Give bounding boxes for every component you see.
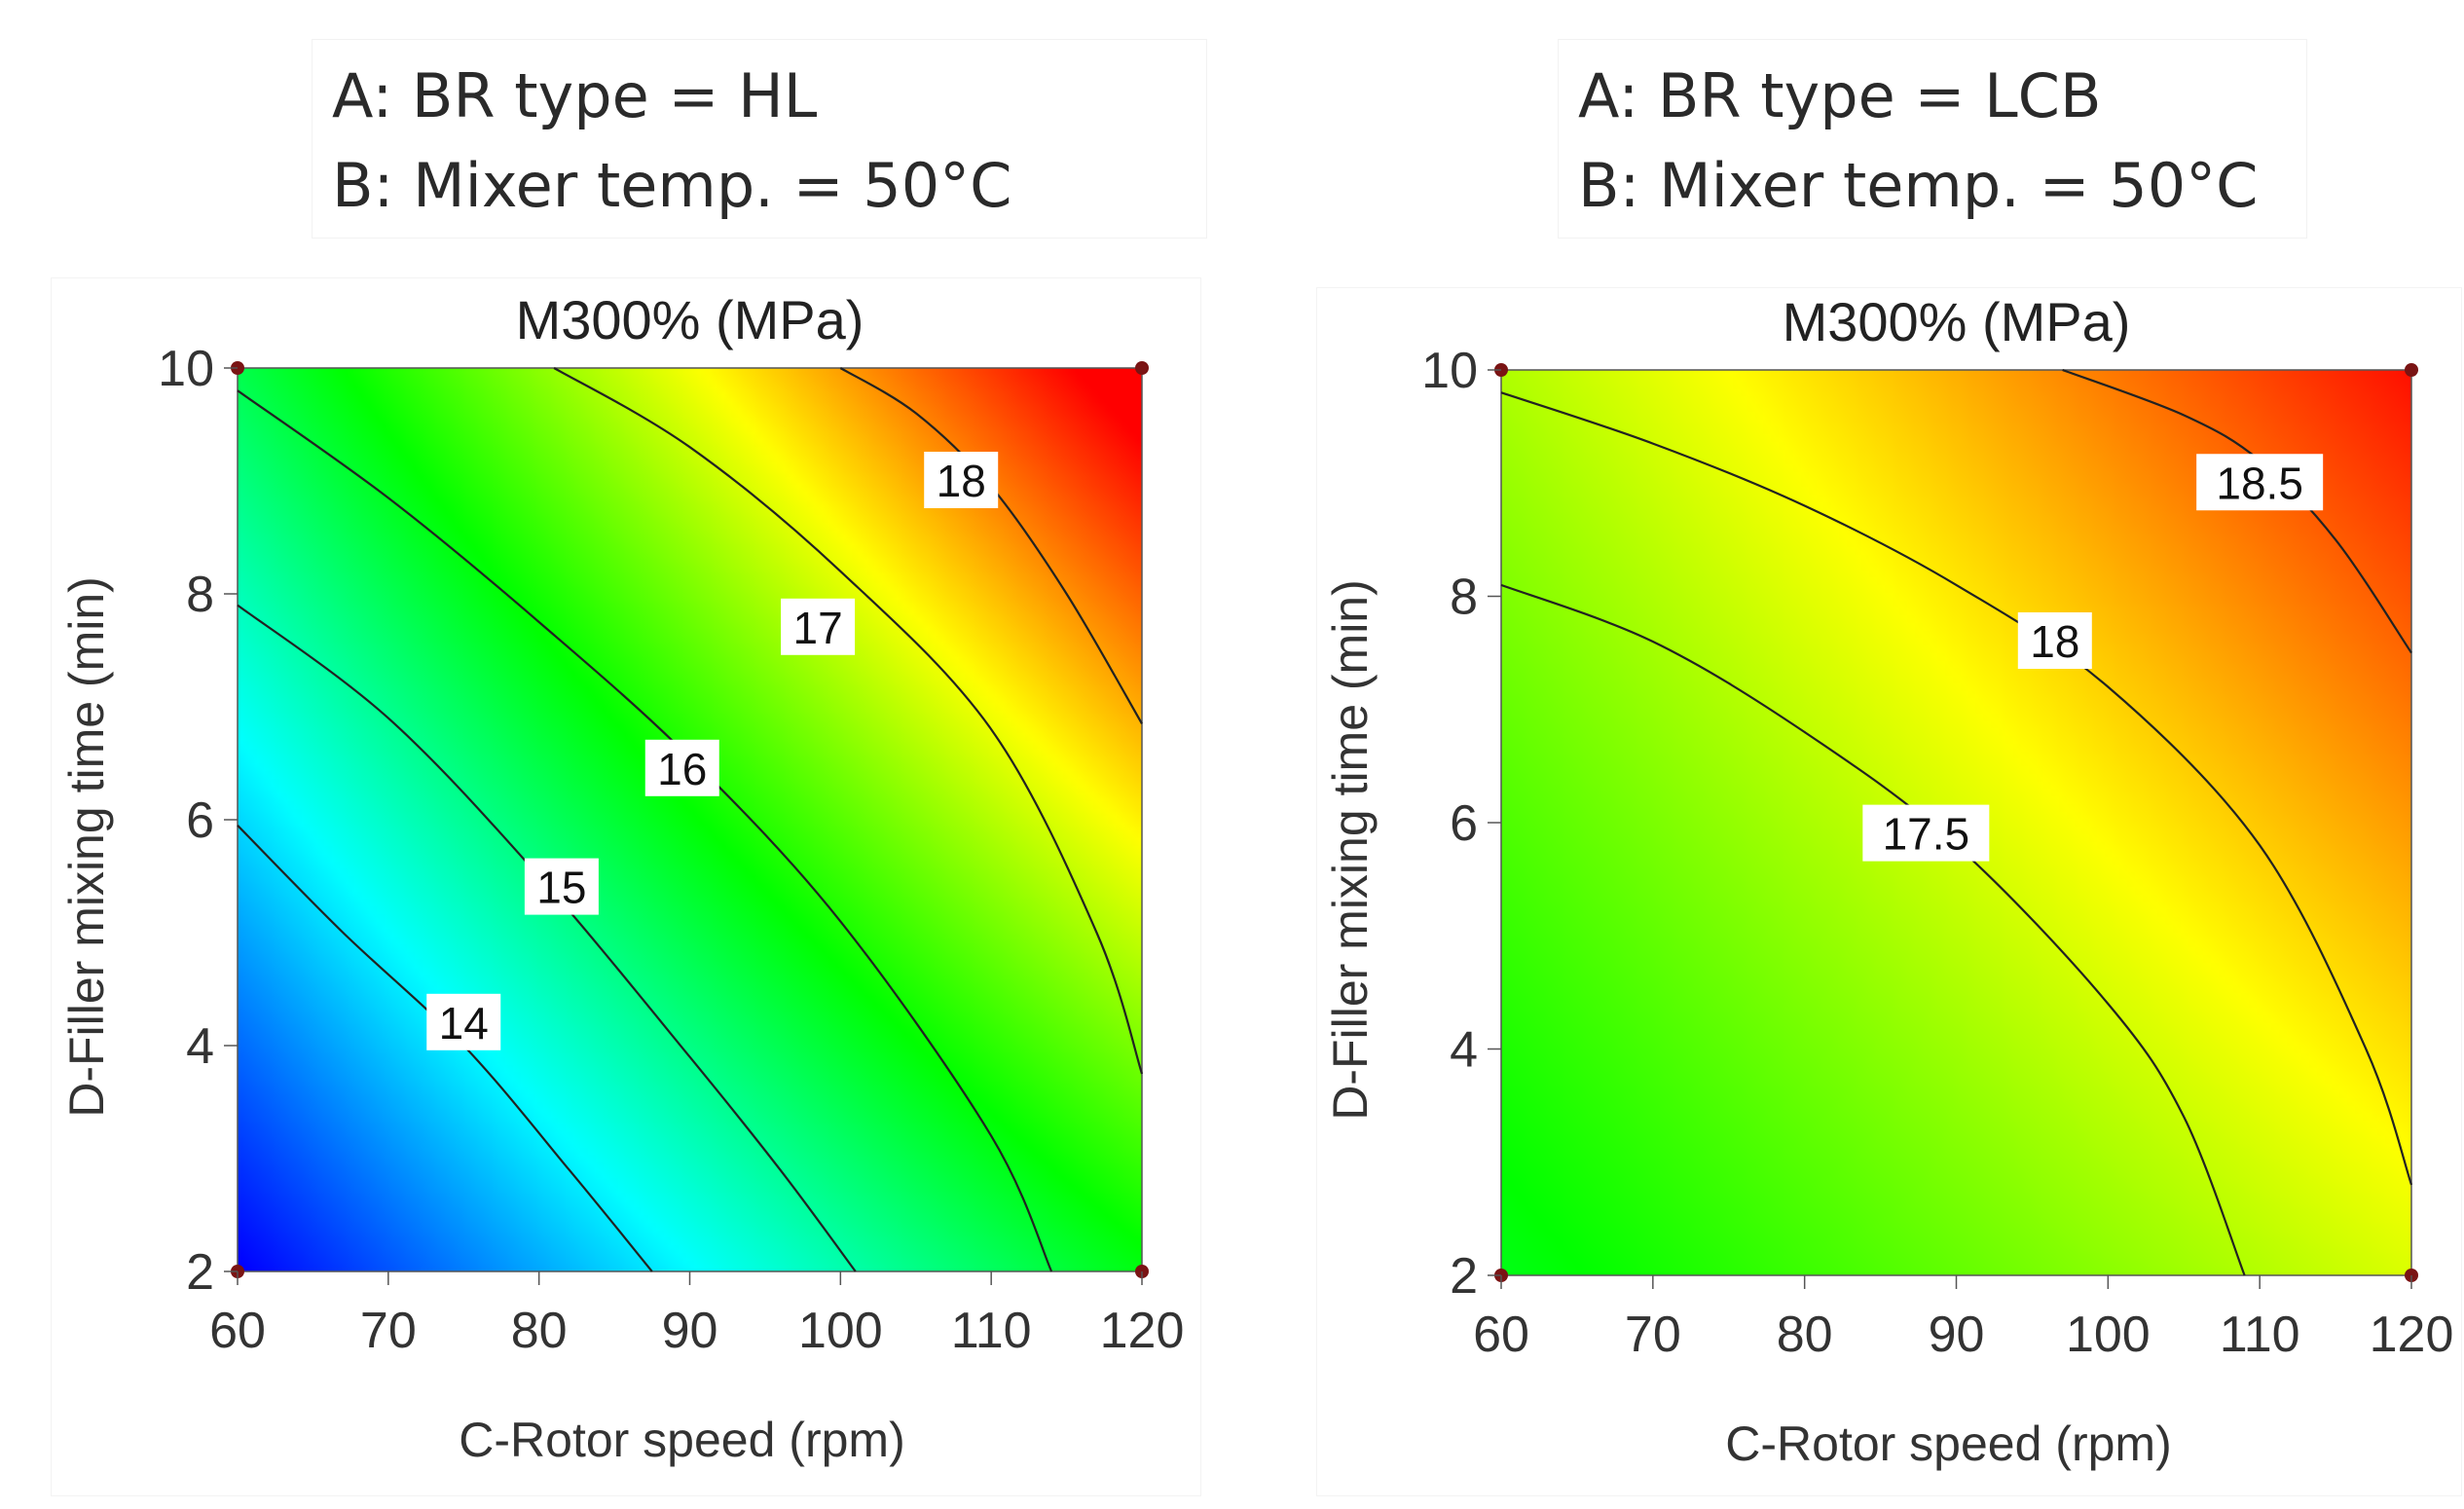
contour-label-17.5: 17.5 — [1862, 804, 1990, 862]
contour-line-15 — [237, 604, 857, 1272]
y-tick-label: 2 — [1450, 1248, 1478, 1305]
x-tick-label: 100 — [2066, 1307, 2151, 1363]
contour-label-box — [1862, 804, 1990, 862]
x-tick-label: 110 — [951, 1303, 1032, 1359]
y-tick-label: 10 — [158, 341, 214, 397]
condition-line-a: A: BR type = HL — [332, 60, 818, 131]
x-tick-label: 70 — [360, 1303, 417, 1359]
y-tick-label: 8 — [1450, 570, 1478, 626]
contour-label-box — [781, 598, 856, 655]
x-tick-label: 120 — [1100, 1303, 1185, 1359]
x-tick-label: 60 — [209, 1303, 266, 1359]
x-tick-label: 80 — [1777, 1307, 1833, 1363]
contour-label-box — [426, 993, 501, 1050]
x-tick-label: 100 — [798, 1303, 883, 1359]
y-tick-label: 8 — [186, 567, 214, 623]
contour-line-17 — [553, 367, 1144, 1075]
x-tick-label: 80 — [511, 1303, 568, 1359]
chart-title: M300% (MPa) — [1783, 291, 2131, 352]
x-tick-label: 90 — [1929, 1307, 1985, 1363]
contour-label-text: 18 — [2030, 616, 2079, 667]
contour-label-box — [924, 452, 999, 508]
condition-line-a: A: BR type = LCB — [1578, 60, 2102, 131]
contour-label-box — [524, 858, 599, 915]
chart-title: M300% (MPa) — [516, 289, 864, 350]
x-tick-label: 110 — [2220, 1307, 2300, 1363]
x-axis-label: C-Rotor speed (rpm) — [1725, 1417, 2171, 1471]
contour-label-text: 15 — [536, 863, 586, 913]
design-point — [1135, 361, 1149, 375]
contour-label-text: 17 — [793, 603, 843, 653]
contour-label-18.5: 18.5 — [2196, 454, 2324, 511]
x-tick-label: 90 — [662, 1303, 718, 1359]
y-tick-label: 4 — [186, 1018, 214, 1075]
contour-label-box — [2196, 454, 2324, 511]
condition-box-left: A: BR type = HL B: Mixer temp. = 50°C — [312, 39, 1207, 239]
contour-label-14: 14 — [426, 993, 501, 1050]
contour-label-text: 14 — [439, 998, 489, 1049]
contour-label-15: 15 — [524, 858, 599, 915]
contour-label-box — [2017, 612, 2092, 669]
contour-label-text: 18 — [937, 456, 986, 506]
contour-label-box — [644, 739, 719, 796]
x-tick-label: 60 — [1473, 1307, 1529, 1363]
color-field — [238, 368, 1142, 1271]
contour-label-text: 17.5 — [1883, 809, 1970, 860]
y-axis-label: D-Filler mixing time (min) — [59, 576, 114, 1118]
contour-label-text: 18.5 — [2216, 458, 2303, 508]
condition-box-right: A: BR type = LCB B: Mixer temp. = 50°C — [1558, 39, 2307, 239]
design-point — [2405, 363, 2418, 377]
condition-line-b: B: Mixer temp. = 50°C — [1578, 150, 2259, 221]
contour-label-18: 18 — [2017, 612, 2092, 669]
y-tick-label: 6 — [1450, 795, 1478, 852]
x-tick-label: 70 — [1625, 1307, 1681, 1363]
contour-label-text: 16 — [657, 744, 707, 794]
y-tick-label: 10 — [1421, 343, 1478, 399]
y-tick-label: 4 — [1450, 1022, 1478, 1079]
y-tick-label: 2 — [186, 1244, 214, 1301]
x-axis-label: C-Rotor speed (rpm) — [459, 1413, 904, 1467]
contour-label-18: 18 — [924, 452, 999, 508]
y-axis-label: D-Filler mixing time (min) — [1323, 579, 1378, 1121]
contour-label-17: 17 — [781, 598, 856, 655]
condition-line-b: B: Mixer temp. = 50°C — [332, 150, 1012, 221]
y-tick-label: 6 — [186, 792, 214, 849]
contour-label-16: 16 — [644, 739, 719, 796]
x-tick-label: 120 — [2370, 1307, 2454, 1363]
